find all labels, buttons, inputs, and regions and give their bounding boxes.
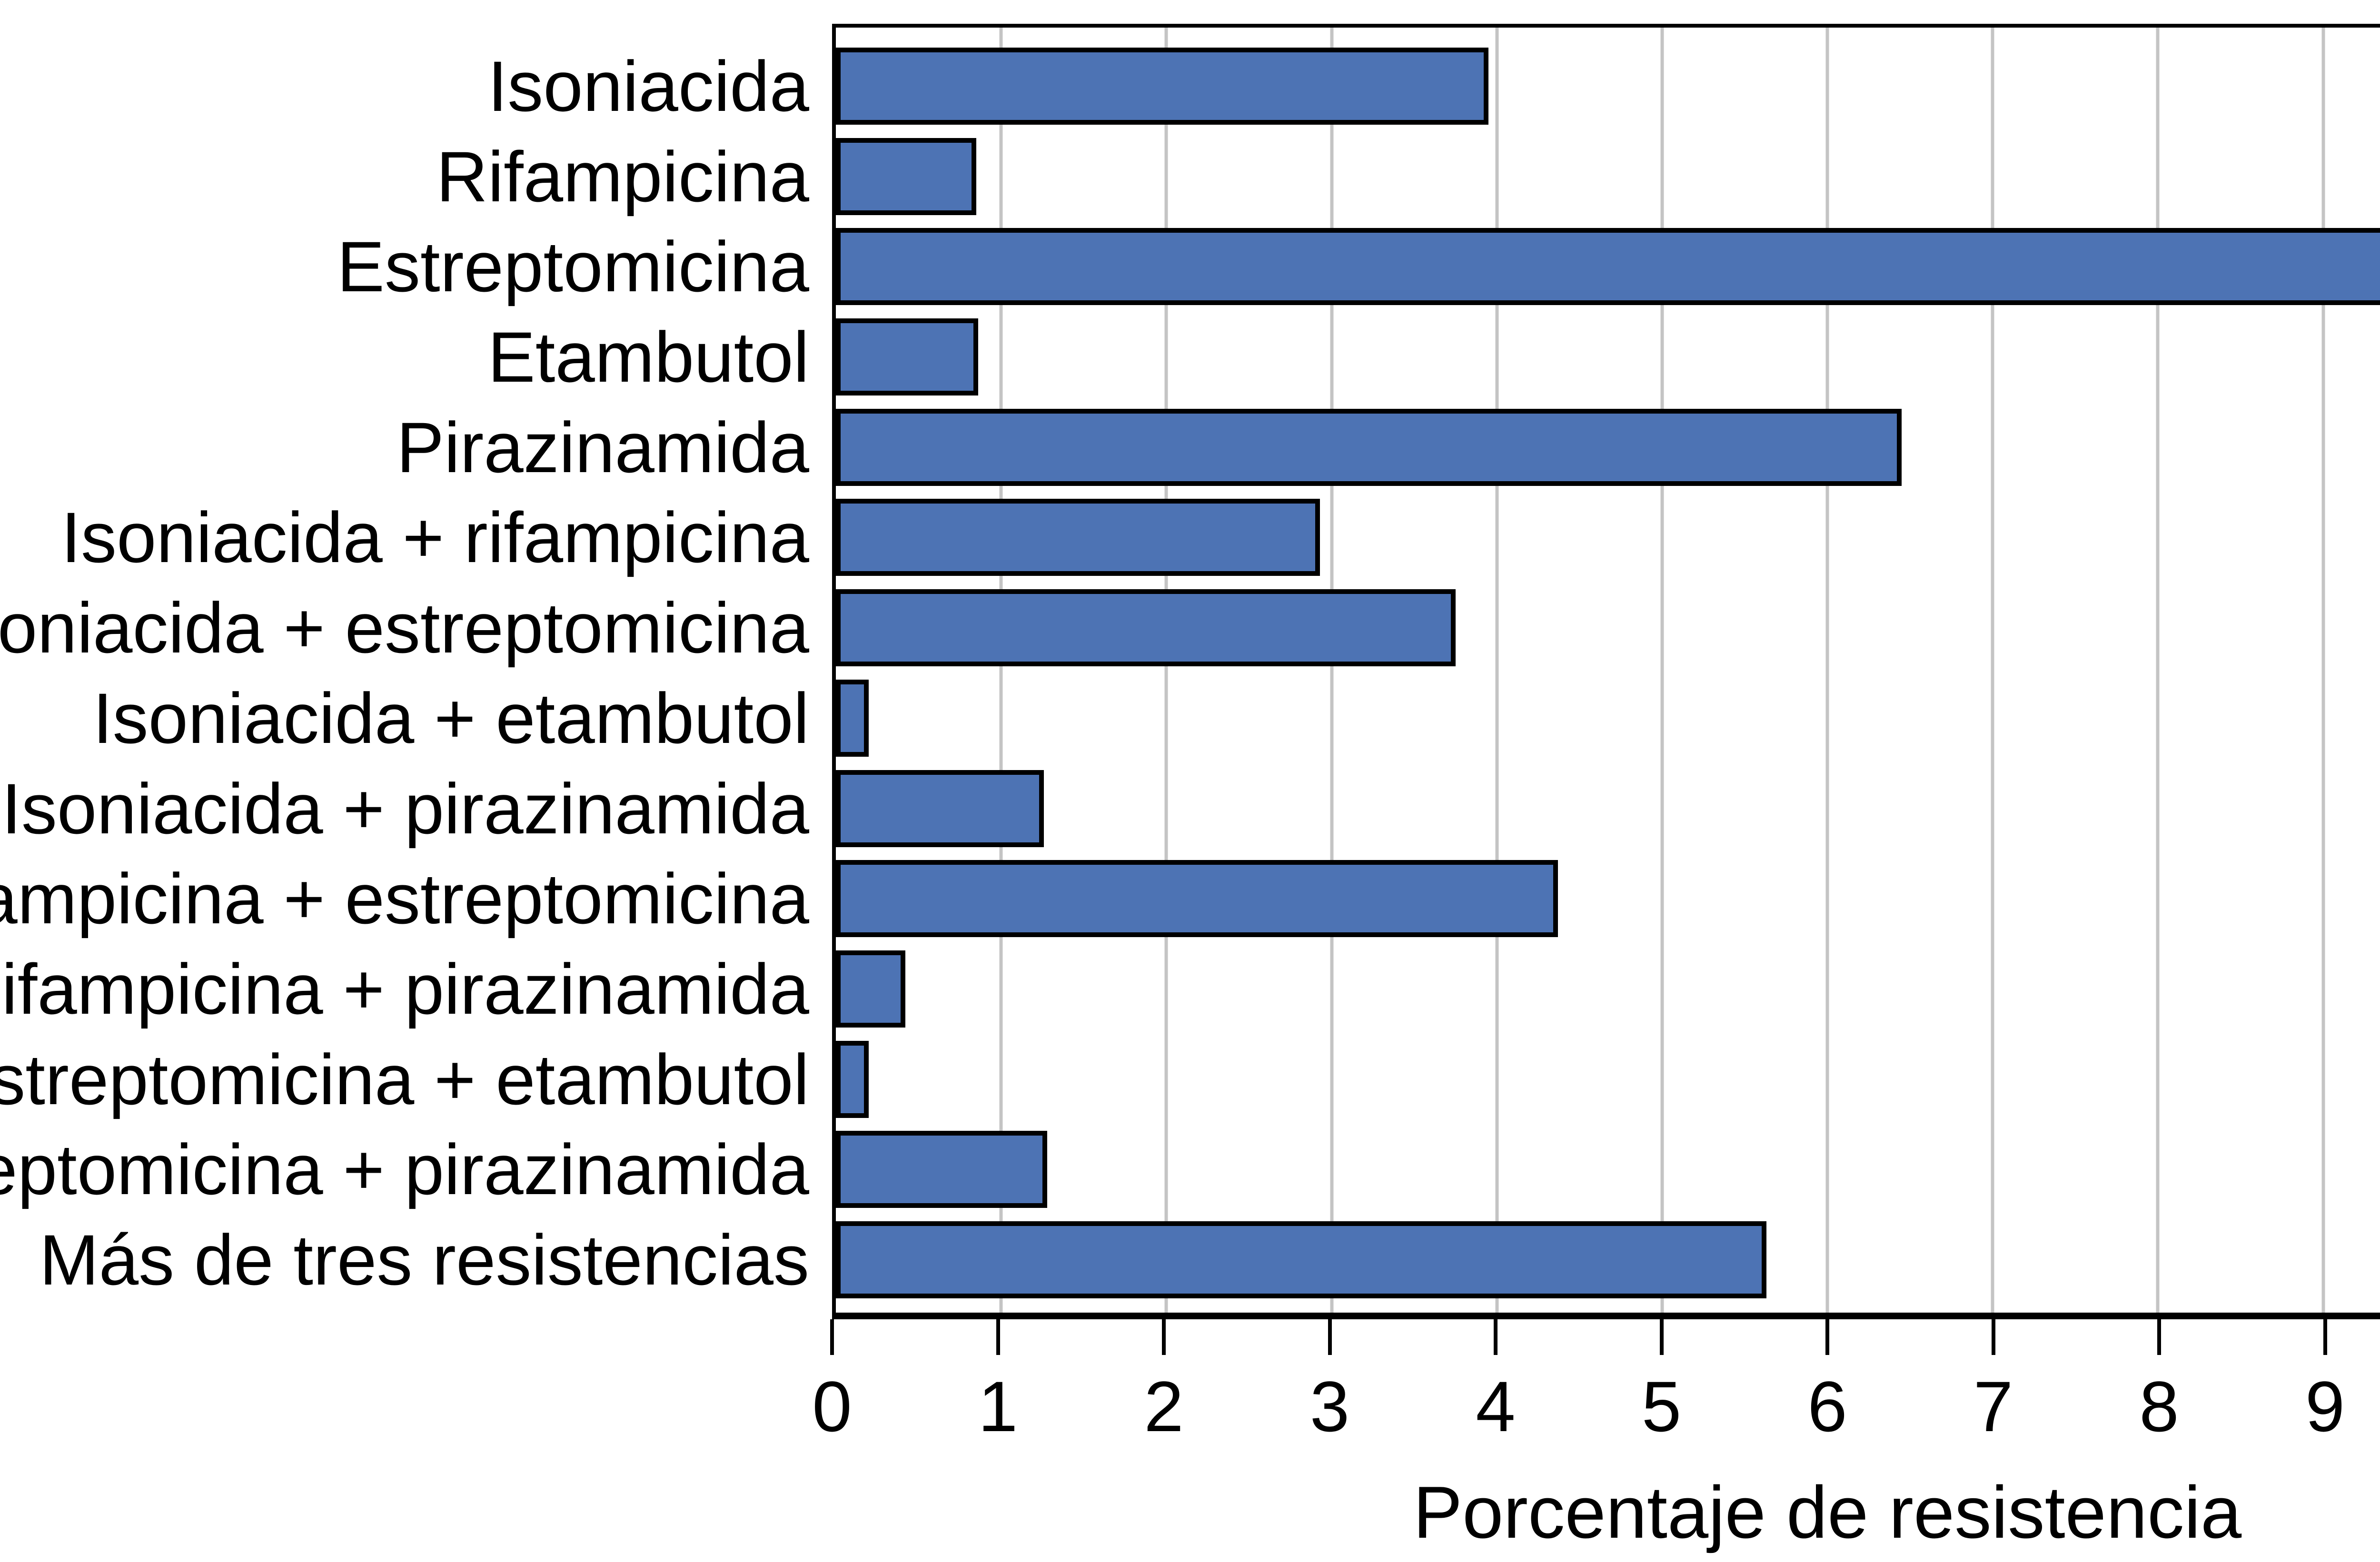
gridline: [1991, 28, 1994, 1313]
y-axis-label: Rifampicina: [436, 136, 809, 217]
x-tick-mark: [2157, 1319, 2161, 1355]
gridline: [1164, 28, 1168, 1313]
y-axis-label: Rifampicina + estreptomicina: [0, 859, 809, 939]
x-axis-ticks: [830, 1319, 2380, 1355]
x-tick-label: 5: [1641, 1366, 1682, 1446]
bar: [836, 950, 905, 1028]
y-axis-label: Etambutol: [487, 317, 809, 397]
bar: [836, 318, 978, 396]
bar-row: [836, 221, 2380, 312]
bar-row: [836, 673, 2380, 763]
x-tick-mark: [1659, 1319, 1664, 1355]
bar-row: [836, 402, 2380, 493]
bar-row: [836, 1034, 2380, 1125]
y-axis-label: Isoniacida + pirazinamida: [1, 768, 809, 849]
bar: [836, 228, 2380, 306]
x-axis-tick-labels: 0123456789101112: [812, 1366, 2380, 1452]
gridline: [2156, 28, 2160, 1313]
bar-row: [836, 944, 2380, 1034]
bar-row: [836, 41, 2380, 131]
y-axis-label: Estreptomicina: [337, 227, 809, 307]
bar: [836, 679, 869, 757]
y-axis-label: Isoniacida: [487, 46, 809, 126]
x-tick-label: 4: [1476, 1366, 1516, 1446]
gridline: [2321, 28, 2325, 1313]
x-tick-mark: [1162, 1319, 1166, 1355]
bar: [836, 770, 1044, 847]
y-axis-label: Más de tres resistencias: [39, 1220, 809, 1300]
x-tick-mark: [1494, 1319, 1497, 1355]
x-tick-label: 8: [2139, 1366, 2179, 1446]
x-tick-mark: [1328, 1319, 1332, 1355]
gridline: [999, 28, 1003, 1313]
y-axis-label: Isoniacida + estreptomicina: [0, 588, 809, 668]
bar-row: [836, 493, 2380, 583]
bar: [836, 589, 1456, 667]
bars-container: [836, 28, 2380, 1313]
y-axis-labels: Isoniacida Rifampicina Estreptomicina Etamb…: [0, 24, 809, 1319]
bar-row: [836, 1125, 2380, 1215]
y-axis-label: Pirazinamida: [396, 407, 809, 487]
y-axis-label: Isoniacida + etambutol: [92, 678, 809, 758]
y-axis-label: Rifampicina + pirazinamida: [0, 949, 809, 1029]
bar: [836, 408, 1902, 486]
x-axis-title: Porcentaje de resistencia: [1413, 1471, 2242, 1553]
bar: [836, 1131, 1048, 1208]
x-tick-label: 2: [1144, 1366, 1184, 1446]
x-tick-label: 0: [812, 1366, 852, 1446]
x-tick-mark: [1991, 1319, 1995, 1355]
bar: [836, 860, 1558, 938]
x-tick-label: 7: [1973, 1366, 2013, 1446]
bar-row: [836, 312, 2380, 402]
bar-row: [836, 1215, 2380, 1305]
bar: [836, 1221, 1766, 1299]
x-tick-mark: [2323, 1319, 2327, 1355]
bar: [836, 47, 1489, 125]
y-axis-label: Estreptomicina + pirazinamida: [0, 1129, 809, 1210]
x-tick-label: 9: [2305, 1366, 2345, 1446]
y-axis-label: Estreptomicina + etambutol: [0, 1039, 809, 1119]
x-tick-label: 6: [1807, 1366, 1847, 1446]
bar-row: [836, 853, 2380, 944]
x-tick-label: 3: [1309, 1366, 1350, 1446]
gridlines: [836, 28, 2380, 1313]
x-tick-mark: [996, 1319, 1000, 1355]
plot-area: [832, 24, 2380, 1319]
bar-row: [836, 583, 2380, 673]
x-tick-mark: [830, 1319, 834, 1355]
gridline: [1825, 28, 1829, 1313]
x-tick-label: 1: [978, 1366, 1018, 1446]
bar: [836, 138, 977, 215]
gridline: [1495, 28, 1499, 1313]
y-axis-label: Isoniacida + rifampicina: [61, 497, 809, 578]
bar: [836, 499, 1320, 576]
bar-row: [836, 763, 2380, 854]
gridline: [1660, 28, 1664, 1313]
bar: [836, 1040, 869, 1118]
gridline: [1330, 28, 1333, 1313]
x-tick-mark: [1825, 1319, 1829, 1355]
bar-row: [836, 131, 2380, 222]
